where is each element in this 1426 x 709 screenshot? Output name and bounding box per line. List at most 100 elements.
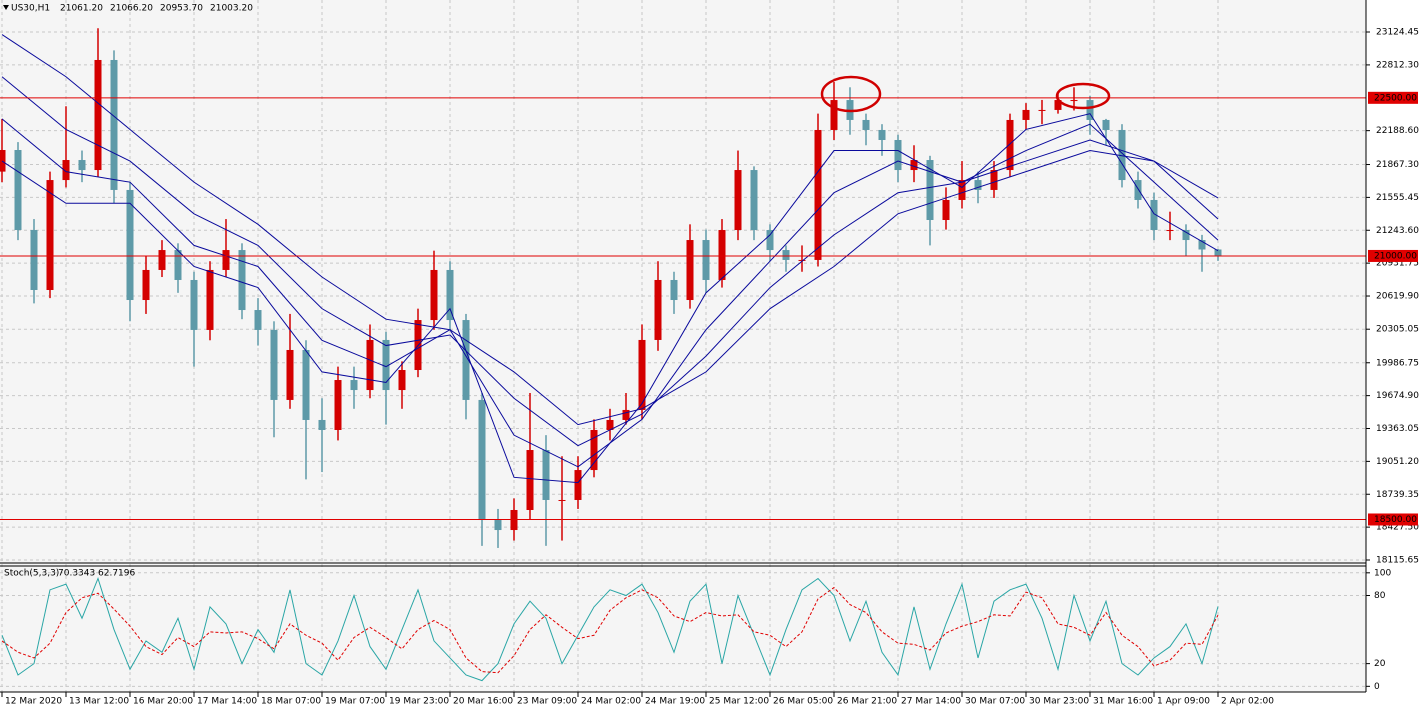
- candle-body: [718, 230, 726, 280]
- candle-body: [478, 399, 486, 521]
- moving-average: [1, 34, 1219, 426]
- candle-body: [1198, 240, 1206, 250]
- y-tick-label: 23124.45: [1376, 27, 1419, 37]
- candle-body: [430, 269, 438, 321]
- candle-body: [174, 250, 182, 280]
- y-tick-label: 21243.60: [1376, 226, 1419, 236]
- level-label: 18500.00: [1374, 515, 1417, 525]
- header-value: 20953.70: [160, 4, 203, 14]
- stoch-signal: [1, 586, 1219, 674]
- x-tick-label: 19 Mar 23:00: [389, 697, 449, 707]
- level-label-bg: [1368, 249, 1418, 262]
- candle-body: [814, 129, 822, 260]
- candle-body: [654, 279, 662, 340]
- candle-body: [446, 269, 454, 321]
- x-tick-label: 27 Mar 14:00: [901, 697, 961, 707]
- candle-body: [350, 380, 358, 391]
- x-tick-label: 2 Apr 02:00: [1221, 697, 1274, 707]
- stoch-value: 70.3343: [58, 569, 95, 579]
- candle-body: [190, 279, 198, 330]
- candle-body: [286, 349, 294, 400]
- stoch-value: 62.7196: [98, 569, 135, 579]
- x-tick-label: 30 Mar 07:00: [965, 697, 1025, 707]
- candle-body: [1182, 230, 1190, 241]
- plot-background: [0, 0, 1366, 692]
- candle-body: [238, 250, 246, 311]
- candle-body: [1214, 249, 1222, 256]
- y-tick-label: 18739.35: [1376, 490, 1419, 500]
- moving-average: [1, 118, 1219, 468]
- candle-body: [1086, 100, 1094, 120]
- x-tick-label: 19 Mar 07:00: [325, 697, 385, 707]
- y-tick-label: 20931.75: [1376, 259, 1419, 269]
- stoch-title: Stoch(5,3,3): [4, 569, 59, 579]
- candle-body: [686, 240, 694, 301]
- level-label: 22500.00: [1374, 93, 1417, 103]
- candle-body: [862, 119, 870, 130]
- candle-body: [1118, 129, 1126, 181]
- x-tick-label: 26 Mar 21:00: [837, 697, 897, 707]
- y-tick-label: 80: [1374, 591, 1386, 601]
- candle-body: [878, 129, 886, 140]
- annotations: 21061.20 21066.20 20953.70 21003.20 70.3343 6…: [1, 4, 1419, 707]
- header-value: 21066.20: [110, 4, 153, 14]
- x-tick-label: 12 Mar 2020: [5, 697, 62, 707]
- level-label-bg: [1368, 91, 1418, 104]
- header-icon: [3, 5, 9, 10]
- candle-body: [142, 269, 150, 301]
- candle-body: [30, 230, 38, 290]
- highlight-ellipse: [1055, 82, 1111, 110]
- candle-body: [1134, 180, 1142, 200]
- candle-body: [702, 240, 710, 280]
- moving-average: [1, 76, 1219, 447]
- x-tick-label: 16 Mar 20:00: [133, 697, 193, 707]
- candle-body: [302, 349, 310, 420]
- candle-body: [590, 429, 598, 471]
- y-tick-label: 20619.90: [1376, 292, 1419, 302]
- x-tick-label: 1 Apr 09:00: [1157, 697, 1210, 707]
- candle-body: [334, 380, 342, 430]
- x-tick-label: 25 Mar 12:00: [709, 697, 769, 707]
- candle-body: [1070, 100, 1078, 102]
- header-value: 21061.20: [60, 4, 103, 14]
- candle-body: [622, 409, 630, 420]
- symbol: US30,H1: [11, 4, 50, 14]
- candle-body: [126, 189, 134, 301]
- x-tick-label: 24 Mar 19:00: [645, 697, 705, 707]
- y-tick-label: 20305.05: [1376, 325, 1419, 335]
- x-tick-label: 26 Mar 05:00: [773, 697, 833, 707]
- y-tick-label: 22188.60: [1376, 126, 1419, 136]
- candle-body: [542, 450, 550, 500]
- x-tick-label: 24 Mar 02:00: [581, 697, 641, 707]
- candle-body: [1054, 100, 1062, 110]
- candle-body: [782, 250, 790, 260]
- x-tick-label: 18 Mar 07:00: [261, 697, 321, 707]
- x-tick-label: 30 Mar 23:00: [1029, 697, 1089, 707]
- candle-body: [254, 310, 262, 330]
- candle-body: [526, 450, 534, 510]
- candle-body: [734, 170, 742, 231]
- candle-body: [494, 520, 502, 531]
- candle-body: [270, 329, 278, 400]
- candle-body: [62, 160, 70, 181]
- candle-body: [606, 419, 614, 430]
- candle-body: [638, 339, 646, 410]
- candle-body: [222, 250, 230, 270]
- candle-body: [158, 250, 166, 270]
- candle-body: [798, 259, 806, 261]
- y-tick-label: 19986.75: [1376, 358, 1419, 368]
- y-tick-label: 21867.30: [1376, 160, 1419, 170]
- x-tick-label: 13 Mar 12:00: [69, 697, 129, 707]
- candle-body: [942, 199, 950, 221]
- candle-body: [1102, 119, 1110, 130]
- candle-body: [750, 170, 758, 231]
- grid: [0, 0, 1366, 692]
- candle-body: [766, 230, 774, 251]
- candle-body: [46, 180, 54, 290]
- candle-body: [318, 419, 326, 430]
- highlight-ellipse: [820, 75, 882, 113]
- candle-body: [974, 180, 982, 190]
- y-tick-label: 18115.65: [1376, 556, 1419, 566]
- candle-body: [1150, 199, 1158, 231]
